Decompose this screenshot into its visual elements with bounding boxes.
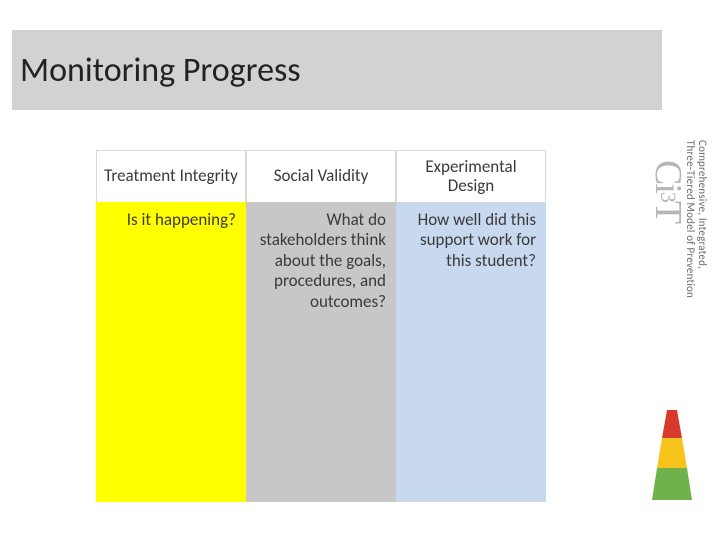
tagline-line: Three-Tiered Model of Prevention (684, 140, 697, 298)
column-treatment-integrity: Treatment Integrity Is it happening? (96, 150, 246, 502)
column-head: Experimental Design (396, 150, 546, 202)
columns: Treatment Integrity Is it happening? Soc… (96, 150, 546, 502)
column-body: What do stakeholders think about the goa… (246, 202, 396, 502)
column-body-text: Is it happening? (127, 209, 236, 230)
column-head: Social Validity (246, 150, 396, 202)
column-body-text: How well did this support work for this … (418, 209, 536, 271)
column-social-validity: Social Validity What do stakeholders thi… (246, 150, 396, 502)
triangle-icon (652, 410, 692, 500)
slide: Monitoring Progress Treatment Integrity … (0, 0, 720, 540)
tagline-line: Comprehensive, Integrated, (696, 140, 709, 269)
column-experimental-design: Experimental Design How well did this su… (396, 150, 546, 502)
column-body: How well did this support work for this … (396, 202, 546, 502)
title-band: Monitoring Progress (12, 30, 662, 110)
logo-tagline: Comprehensive, Integrated, Three-Tiered … (684, 140, 708, 298)
logo-block: Ci3T Comprehensive, Integrated, Three-Ti… (650, 140, 710, 500)
column-body-text: What do stakeholders think about the goa… (260, 209, 386, 312)
column-body: Is it happening? (96, 202, 246, 502)
page-title: Monitoring Progress (20, 50, 301, 91)
column-head: Treatment Integrity (96, 150, 246, 202)
